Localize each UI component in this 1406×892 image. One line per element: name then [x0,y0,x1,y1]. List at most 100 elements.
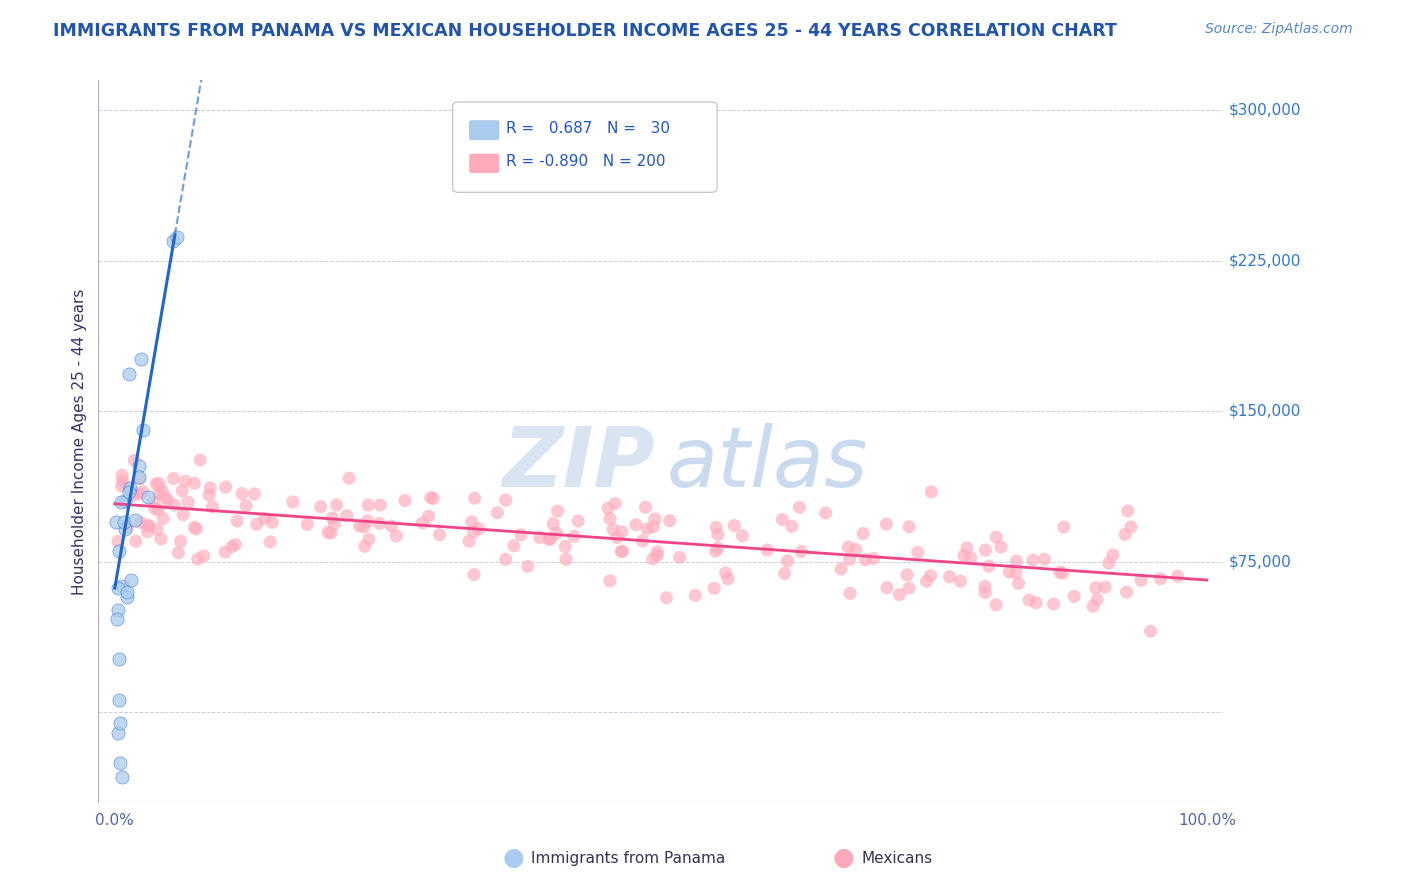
Point [110,715,132,730]
Point [114,494,136,508]
Point [120,573,142,587]
Point [150,484,173,499]
Point [634,500,657,515]
Text: Mexicans: Mexicans [862,851,934,865]
Point [148,476,170,491]
Text: ZIP: ZIP [502,423,655,504]
Point [645,549,668,563]
Point [644,512,666,526]
Text: Source: ZipAtlas.com: Source: ZipAtlas.com [1205,22,1353,37]
Point [214,480,236,494]
Point [636,522,658,536]
Point [706,541,728,555]
Point [162,471,184,485]
Point [529,531,551,545]
Point [896,567,918,582]
Point [188,453,211,467]
Point [770,512,793,526]
Point [429,528,451,542]
Point [643,520,665,534]
Point [193,549,215,563]
Point [177,495,200,509]
Point [166,229,188,244]
Point [120,481,142,495]
Point [973,579,995,593]
Point [111,468,134,483]
Point [201,500,224,514]
Point [221,540,243,554]
Point [117,520,139,534]
Point [169,534,191,549]
Point [1116,504,1139,518]
Text: $225,000: $225,000 [1229,253,1301,268]
Point [353,539,375,553]
Point [510,527,533,541]
Point [110,579,132,593]
Text: R = -0.890   N = 200: R = -0.890 N = 200 [506,154,665,169]
Point [419,491,441,505]
Point [974,543,997,558]
Point [876,581,898,595]
Text: IMMIGRANTS FROM PANAMA VS MEXICAN HOUSEHOLDER INCOME AGES 25 - 44 YEARS CORRELAT: IMMIGRANTS FROM PANAMA VS MEXICAN HOUSEH… [53,22,1118,40]
Point [703,581,725,595]
Point [915,574,938,589]
Point [1085,592,1108,607]
Point [336,508,359,523]
Point [226,514,249,528]
Point [685,589,707,603]
Point [155,491,177,505]
Point [337,471,360,485]
Point [776,554,799,568]
Point [231,486,253,500]
Point [114,522,136,536]
Text: 100.0%: 100.0% [1178,813,1236,828]
Point [960,551,983,566]
Point [1114,527,1136,541]
FancyBboxPatch shape [453,102,717,193]
Y-axis label: Householder Income Ages 25 - 44 years: Householder Income Ages 25 - 44 years [72,288,87,595]
Point [422,491,444,506]
Point [145,476,167,491]
Point [148,486,170,500]
Point [198,488,221,502]
Point [658,514,681,528]
Point [1042,597,1064,611]
Point [1081,599,1104,614]
Point [540,532,562,546]
Point [461,515,484,529]
Point [562,529,585,543]
Point [555,552,578,566]
Text: 0.0%: 0.0% [96,813,134,828]
Point [167,546,190,560]
Point [898,581,921,595]
Point [325,498,347,512]
Point [148,503,170,517]
Point [707,527,730,541]
Point [1139,624,1161,639]
Point [108,693,131,707]
FancyBboxPatch shape [470,120,499,139]
Point [704,544,727,558]
Point [152,511,174,525]
Point [938,570,960,584]
Point [541,516,564,531]
Point [150,532,173,546]
Point [107,651,129,665]
Point [920,484,942,499]
Point [1007,576,1029,591]
Point [602,523,624,537]
Point [986,530,1008,544]
Point [731,529,754,543]
Point [468,522,491,536]
Point [596,501,619,516]
Point [349,519,371,533]
Point [295,517,318,532]
Point [845,542,868,557]
Point [235,499,257,513]
Point [977,559,1000,574]
Point [717,572,740,586]
Point [1115,585,1137,599]
Point [723,518,745,533]
Point [830,562,852,576]
Point [353,519,375,533]
